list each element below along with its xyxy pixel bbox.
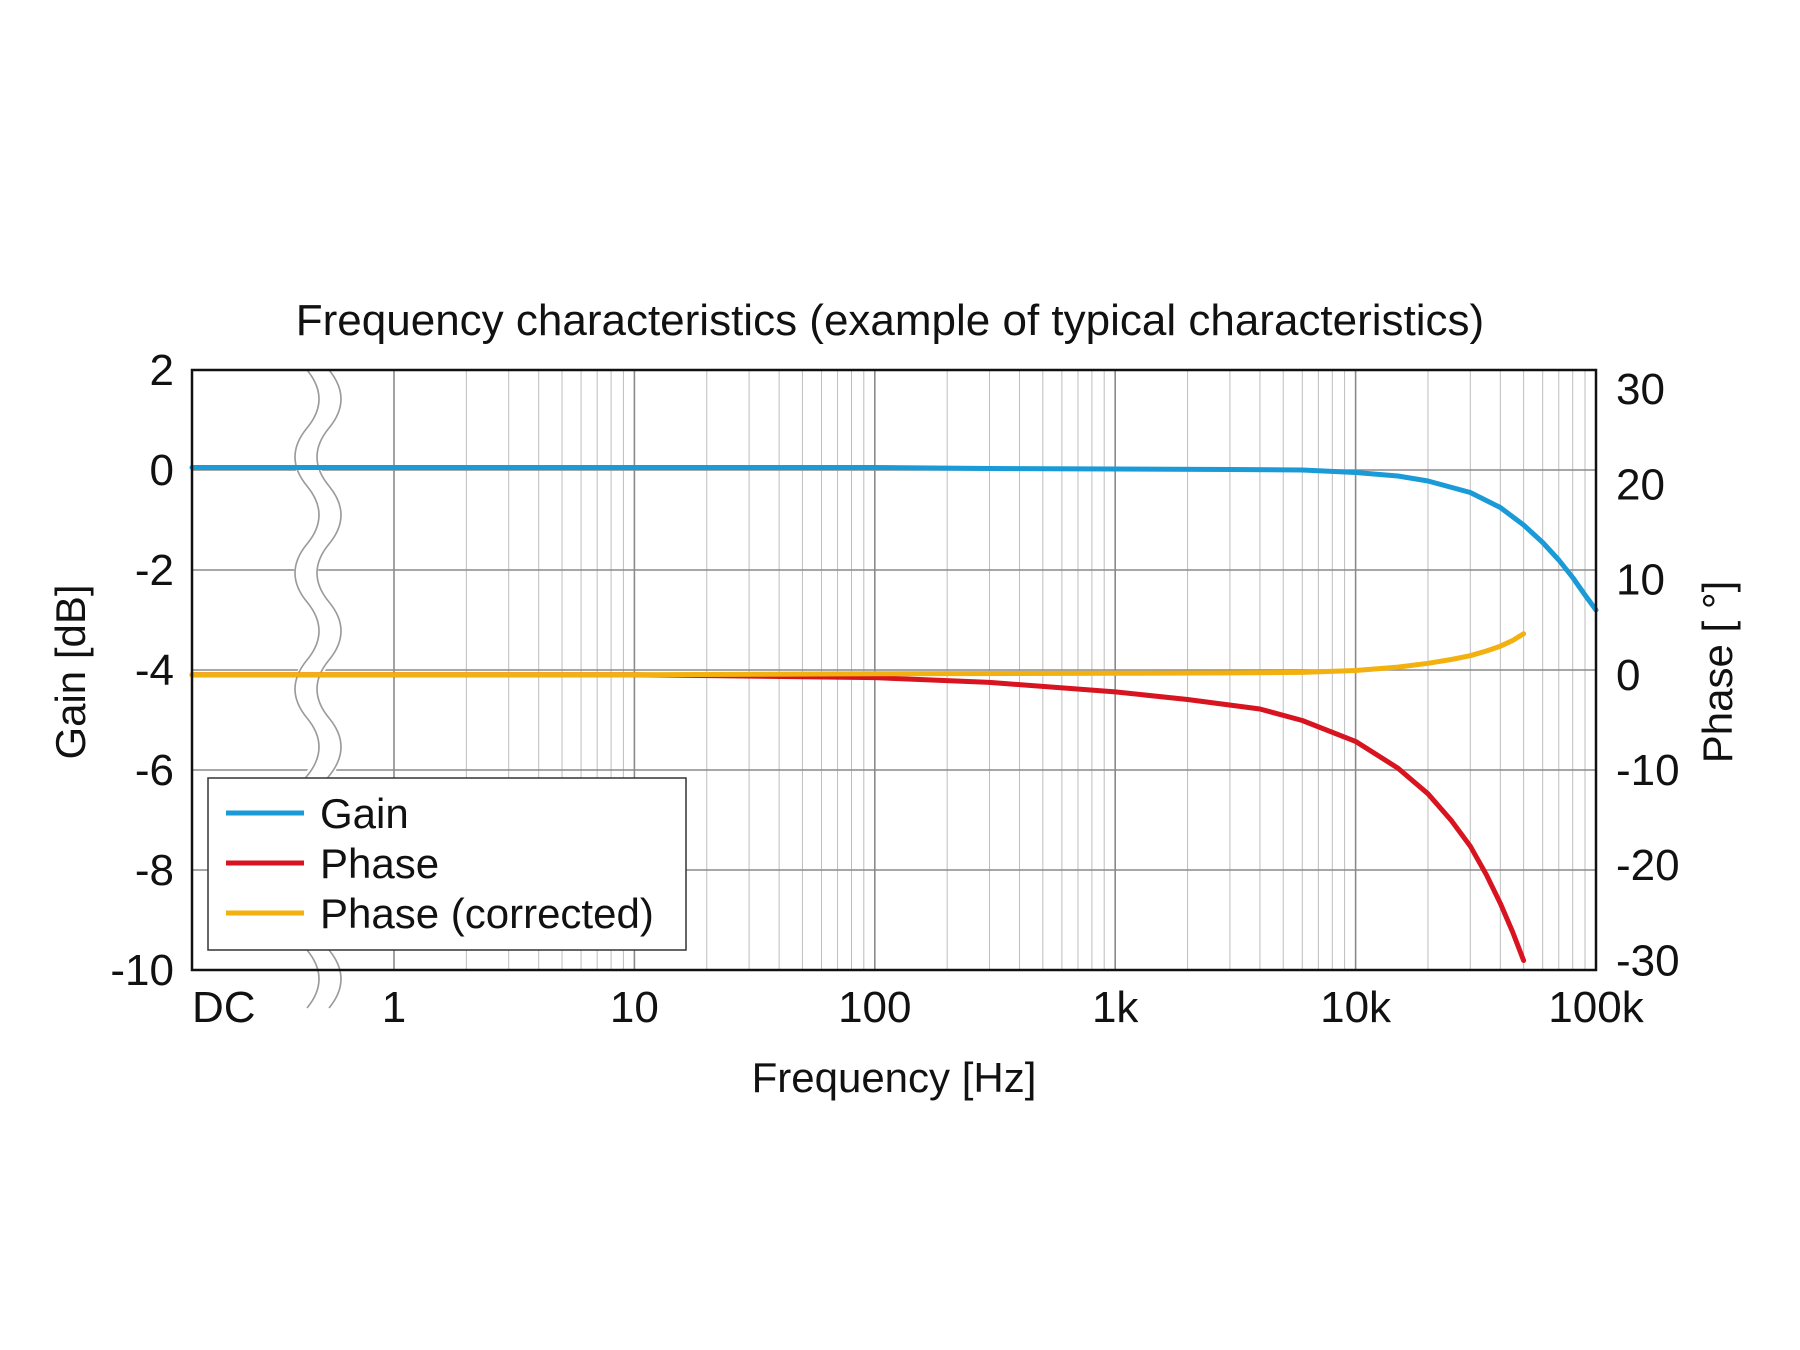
legend-label: Phase (corrected) [320, 890, 654, 937]
y2-tick-label: -30 [1616, 936, 1680, 985]
y2-tick-label: 30 [1616, 365, 1665, 414]
chart-title: Frequency characteristics (example of ty… [296, 296, 1484, 345]
x-tick-label: 100k [1548, 983, 1644, 1032]
y2-tick-label: 20 [1616, 460, 1665, 509]
x-tick-label: DC [192, 983, 256, 1032]
legend-label: Gain [320, 790, 409, 837]
y2-axis-label: Phase [ °] [1694, 581, 1741, 764]
x-axis-label: Frequency [Hz] [752, 1054, 1037, 1101]
x-tick-label: 1k [1092, 983, 1139, 1032]
series-line-phase-corrected [189, 631, 1527, 678]
series-line-phase [189, 672, 1527, 963]
x-tick-label: 100 [838, 983, 911, 1032]
y-tick-label: -2 [135, 546, 174, 595]
plot-frame [190, 368, 1598, 972]
y-axis-label: Gain [dB] [47, 584, 94, 759]
y2-tick-label: 0 [1616, 651, 1640, 700]
legend-label: Phase [320, 840, 439, 887]
y-tick-label: -6 [135, 746, 174, 795]
series-layer [189, 465, 1599, 963]
y2-tick-label: -20 [1616, 841, 1680, 890]
y2-tick-label: -10 [1616, 746, 1680, 795]
y2-axis-tick-labels: 30 20 10 0 -10 -20 -30 [1616, 365, 1680, 985]
x-tick-label: 1 [382, 983, 406, 1032]
x-axis-tick-labels: DC 1 10 100 1k 10k 100k [192, 983, 1645, 1032]
y-tick-label: -4 [135, 646, 174, 695]
y-tick-label: 2 [150, 346, 174, 395]
y-tick-label: 0 [150, 446, 174, 495]
y-axis-tick-labels: 2 0 -2 -4 -6 -8 -10 [110, 346, 174, 995]
x-tick-label: 10k [1320, 983, 1392, 1032]
y-tick-label: -10 [110, 946, 174, 995]
y2-tick-label: 10 [1616, 556, 1665, 605]
x-tick-label: 10 [610, 983, 659, 1032]
series-line-gain [189, 465, 1599, 613]
y-tick-label: -8 [135, 846, 174, 895]
